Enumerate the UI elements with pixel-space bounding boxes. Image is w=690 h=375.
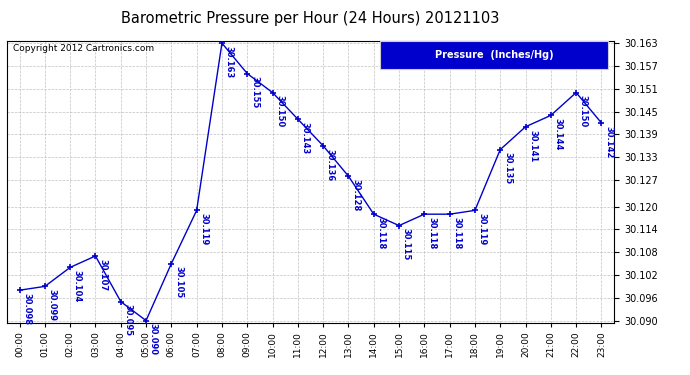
Text: 30.104: 30.104 [73,270,82,302]
Text: 30.141: 30.141 [529,129,538,162]
Text: 30.150: 30.150 [275,95,284,128]
Text: Pressure  (Inches/Hg): Pressure (Inches/Hg) [435,50,553,60]
Text: 30.118: 30.118 [377,217,386,249]
Text: 30.144: 30.144 [553,118,562,150]
Text: 30.107: 30.107 [98,259,107,291]
Text: 30.143: 30.143 [301,122,310,154]
Text: 30.135: 30.135 [503,152,512,184]
Text: 30.128: 30.128 [351,179,360,211]
Text: 30.115: 30.115 [402,228,411,261]
Text: Barometric Pressure per Hour (24 Hours) 20121103: Barometric Pressure per Hour (24 Hours) … [121,11,500,26]
Text: 30.119: 30.119 [477,213,486,245]
Text: 30.118: 30.118 [453,217,462,249]
Text: 30.136: 30.136 [326,148,335,181]
Text: 30.163: 30.163 [225,46,234,78]
Text: 30.098: 30.098 [22,293,31,325]
Text: 30.142: 30.142 [604,126,613,158]
Text: 30.150: 30.150 [579,95,588,128]
Text: 30.095: 30.095 [124,304,132,336]
Text: 30.099: 30.099 [48,289,57,321]
FancyBboxPatch shape [380,41,608,69]
Text: 30.105: 30.105 [174,266,183,298]
Text: 30.118: 30.118 [427,217,436,249]
Text: 30.119: 30.119 [199,213,208,245]
Text: 30.090: 30.090 [149,323,158,356]
Text: Copyright 2012 Cartronics.com: Copyright 2012 Cartronics.com [13,44,154,53]
Text: 30.155: 30.155 [250,76,259,109]
